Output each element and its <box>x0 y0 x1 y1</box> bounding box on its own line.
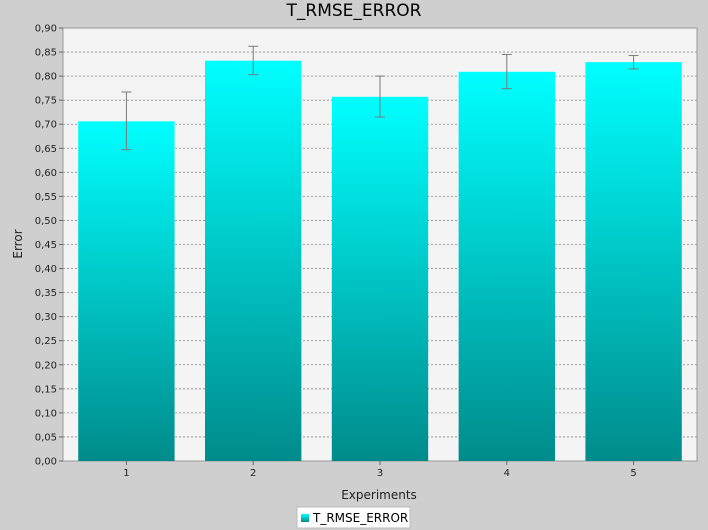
x-tick-label: 2 <box>250 468 256 479</box>
y-tick-label: 0,85 <box>35 48 57 59</box>
x-tick-label: 4 <box>504 468 510 479</box>
y-axis-ticks: 0,00 0,05 0,10 0,15 0,20 0,25 0,30 0,35 0,40 0,45… <box>35 24 63 468</box>
y-tick-label: 0,90 <box>35 24 57 35</box>
y-tick-label: 0,30 <box>35 312 57 323</box>
x-tick-label: 3 <box>377 468 383 479</box>
chart-title: T_RMSE_ERROR <box>286 1 422 21</box>
x-tick-label: 5 <box>630 468 636 479</box>
y-tick-label: 0,50 <box>35 216 57 227</box>
y-tick-label: 0,10 <box>35 408 57 419</box>
y-tick-label: 0,55 <box>35 192 57 203</box>
y-tick-label: 0,80 <box>35 72 57 83</box>
bar <box>585 62 682 462</box>
y-tick-label: 0,65 <box>35 144 57 155</box>
bars <box>78 60 682 462</box>
y-tick-label: 0,40 <box>35 264 57 275</box>
y-tick-label: 0,25 <box>35 336 57 347</box>
bar <box>458 71 555 461</box>
y-axis-label: Error <box>11 229 25 258</box>
x-axis-label: Experiments <box>341 488 417 502</box>
legend: T_RMSE_ERROR <box>296 506 411 529</box>
legend-swatch <box>301 514 309 522</box>
y-tick-label: 0,35 <box>35 288 57 299</box>
legend-label: T_RMSE_ERROR <box>312 511 408 525</box>
y-tick-label: 0,70 <box>35 120 57 131</box>
bar <box>205 60 302 462</box>
y-tick-label: 0,15 <box>35 384 57 395</box>
bar <box>78 121 175 461</box>
y-tick-label: 0,20 <box>35 360 57 371</box>
y-tick-label: 0,00 <box>35 457 57 468</box>
x-tick-label: 1 <box>123 468 129 479</box>
y-tick-label: 0,75 <box>35 96 57 107</box>
y-tick-label: 0,60 <box>35 168 57 179</box>
bar <box>331 96 429 461</box>
x-axis-ticks: 1 2 3 4 5 <box>123 461 637 479</box>
error-bars <box>121 45 639 151</box>
legend-box <box>296 506 411 529</box>
y-tick-label: 0,05 <box>35 432 57 443</box>
y-tick-label: 0,45 <box>35 240 57 251</box>
